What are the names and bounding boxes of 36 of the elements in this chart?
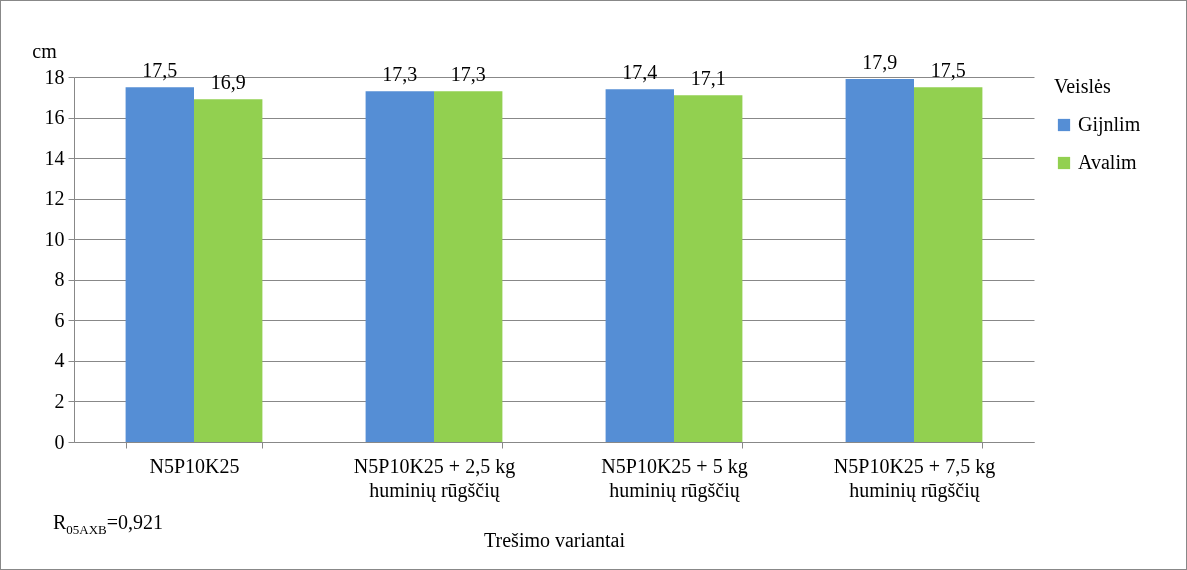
text: R$_{05AXB}$=0,921 (53, 511, 164, 538)
y-tick-label: 18 (44, 65, 65, 88)
y-tick-label: 2 (54, 389, 65, 412)
data-label: 17,4 (622, 61, 658, 84)
bar (674, 95, 743, 442)
bar (605, 89, 674, 442)
y-tick-label: 6 (54, 308, 65, 331)
y-tick-label: 0 (54, 430, 65, 453)
y-axis-title: cm (32, 39, 58, 62)
bar (434, 91, 503, 442)
y-tick-label: 8 (54, 268, 65, 291)
y-tick-label: 4 (54, 349, 65, 372)
data-label: 17,9 (862, 51, 898, 74)
data-label: 17,5 (142, 59, 178, 82)
legend-label: Gijnlim (1078, 113, 1141, 136)
y-tick-label: 10 (44, 227, 65, 250)
legend-label: Avalim (1078, 151, 1137, 173)
bar (194, 99, 263, 442)
data-label: 17,3 (382, 63, 418, 86)
data-label: 17,3 (450, 63, 486, 86)
x-tick-label: N5P10K25 + 5 kg huminių rūgščių (601, 454, 748, 502)
bar (914, 87, 983, 442)
data-label: 17,5 (930, 59, 966, 82)
y-tick-label: 12 (44, 187, 65, 210)
data-label: 17,1 (690, 67, 726, 90)
x-axis-title: Trešimo variantai (484, 528, 626, 551)
data-label: 16,9 (210, 71, 246, 94)
y-tick-label: 14 (44, 146, 65, 169)
x-tick-label: N5P10K25 + 7,5 kg huminių rūgščių (833, 454, 996, 502)
bar (365, 91, 434, 442)
bar (845, 79, 914, 442)
legend-title: Veislės (1054, 75, 1111, 97)
y-tick-label: 16 (44, 106, 65, 129)
x-tick-label: N5P10K25 + 2,5 kg huminių rūgščių (353, 454, 516, 502)
x-tick-label: N5P10K25 (149, 454, 240, 477)
bar (125, 87, 194, 442)
